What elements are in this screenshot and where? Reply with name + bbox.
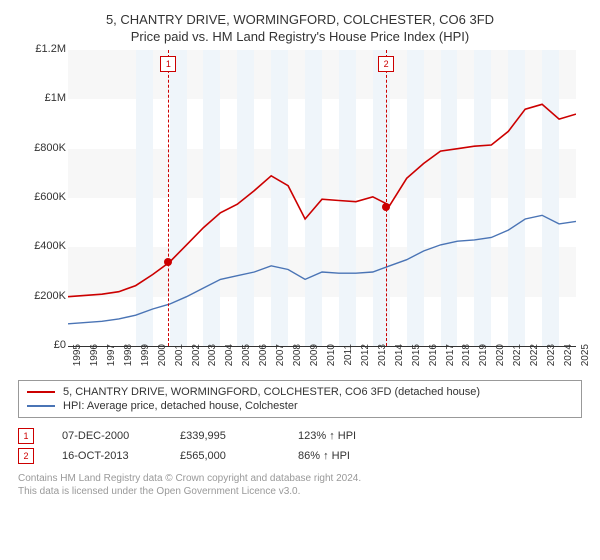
x-tick-label: 2009 xyxy=(309,344,320,384)
marker-row-1: 1 07-DEC-2000 £339,995 123% ↑ HPI xyxy=(18,426,582,446)
plot-area: 12 £0£200K£400K£600K£800K£1M£1.2M1995199… xyxy=(20,50,580,370)
x-tick-label: 1999 xyxy=(140,344,151,384)
marker-row-2: 2 16-OCT-2013 £565,000 86% ↑ HPI xyxy=(18,446,582,466)
x-tick-label: 1996 xyxy=(89,344,100,384)
x-tick-label: 2000 xyxy=(157,344,168,384)
marker-date: 07-DEC-2000 xyxy=(62,430,152,442)
footer-line-2: This data is licensed under the Open Gov… xyxy=(18,485,582,498)
x-tick-label: 2019 xyxy=(478,344,489,384)
x-tick-label: 2022 xyxy=(529,344,540,384)
marker-index-box: 2 xyxy=(18,448,34,464)
x-tick-label: 2001 xyxy=(174,344,185,384)
legend-label: HPI: Average price, detached house, Colc… xyxy=(63,400,298,412)
series-lines xyxy=(68,50,576,346)
chart-title: 5, CHANTRY DRIVE, WORMINGFORD, COLCHESTE… xyxy=(18,12,582,44)
marker-index-box: 2 xyxy=(378,56,394,72)
x-tick-label: 2003 xyxy=(207,344,218,384)
x-tick-label: 2008 xyxy=(292,344,303,384)
y-tick-label: £200K xyxy=(22,290,66,302)
x-tick-label: 2021 xyxy=(512,344,523,384)
x-tick-label: 2004 xyxy=(224,344,235,384)
y-tick-label: £1.2M xyxy=(22,43,66,55)
x-tick-label: 2010 xyxy=(326,344,337,384)
y-tick-label: £1M xyxy=(22,92,66,104)
title-address: 5, CHANTRY DRIVE, WORMINGFORD, COLCHESTE… xyxy=(18,12,582,27)
legend-swatch xyxy=(27,391,55,393)
x-tick-label: 2006 xyxy=(258,344,269,384)
x-tick-label: 2015 xyxy=(411,344,422,384)
x-tick-label: 2002 xyxy=(191,344,202,384)
plot-inner: 12 xyxy=(68,50,576,347)
x-tick-label: 1997 xyxy=(106,344,117,384)
x-tick-label: 2016 xyxy=(428,344,439,384)
marker-table: 1 07-DEC-2000 £339,995 123% ↑ HPI 2 16-O… xyxy=(18,426,582,466)
marker-index: 1 xyxy=(23,431,28,441)
footer-attribution: Contains HM Land Registry data © Crown c… xyxy=(18,472,582,498)
marker-date: 16-OCT-2013 xyxy=(62,450,152,462)
marker-index-box: 1 xyxy=(18,428,34,444)
title-subtitle: Price paid vs. HM Land Registry's House … xyxy=(18,29,582,44)
y-tick-label: £0 xyxy=(22,339,66,351)
marker-index: 2 xyxy=(23,451,28,461)
x-tick-label: 2011 xyxy=(343,344,354,384)
x-tick-label: 1995 xyxy=(72,344,83,384)
marker-dot xyxy=(382,203,390,211)
marker-price: £565,000 xyxy=(180,450,270,462)
y-tick-label: £800K xyxy=(22,142,66,154)
marker-dot xyxy=(164,258,172,266)
x-tick-label: 2018 xyxy=(461,344,472,384)
x-tick-label: 2025 xyxy=(580,344,591,384)
x-tick-label: 2017 xyxy=(445,344,456,384)
legend-item-hpi: HPI: Average price, detached house, Colc… xyxy=(27,399,573,413)
x-tick-label: 1998 xyxy=(123,344,134,384)
marker-index-box: 1 xyxy=(160,56,176,72)
y-tick-label: £600K xyxy=(22,191,66,203)
x-tick-label: 2012 xyxy=(360,344,371,384)
x-tick-label: 2023 xyxy=(546,344,557,384)
legend-box: 5, CHANTRY DRIVE, WORMINGFORD, COLCHESTE… xyxy=(18,380,582,418)
x-tick-label: 2024 xyxy=(563,344,574,384)
chart-container: 5, CHANTRY DRIVE, WORMINGFORD, COLCHESTE… xyxy=(0,0,600,560)
legend-item-price-paid: 5, CHANTRY DRIVE, WORMINGFORD, COLCHESTE… xyxy=(27,385,573,399)
x-tick-label: 2013 xyxy=(377,344,388,384)
x-tick-label: 2007 xyxy=(275,344,286,384)
marker-price: £339,995 xyxy=(180,430,270,442)
y-tick-label: £400K xyxy=(22,240,66,252)
marker-pct: 86% ↑ HPI xyxy=(298,450,388,462)
x-tick-label: 2005 xyxy=(241,344,252,384)
legend-swatch xyxy=(27,405,55,407)
legend-label: 5, CHANTRY DRIVE, WORMINGFORD, COLCHESTE… xyxy=(63,386,480,398)
x-tick-label: 2014 xyxy=(394,344,405,384)
x-tick-label: 2020 xyxy=(495,344,506,384)
footer-line-1: Contains HM Land Registry data © Crown c… xyxy=(18,472,582,485)
marker-pct: 123% ↑ HPI xyxy=(298,430,388,442)
